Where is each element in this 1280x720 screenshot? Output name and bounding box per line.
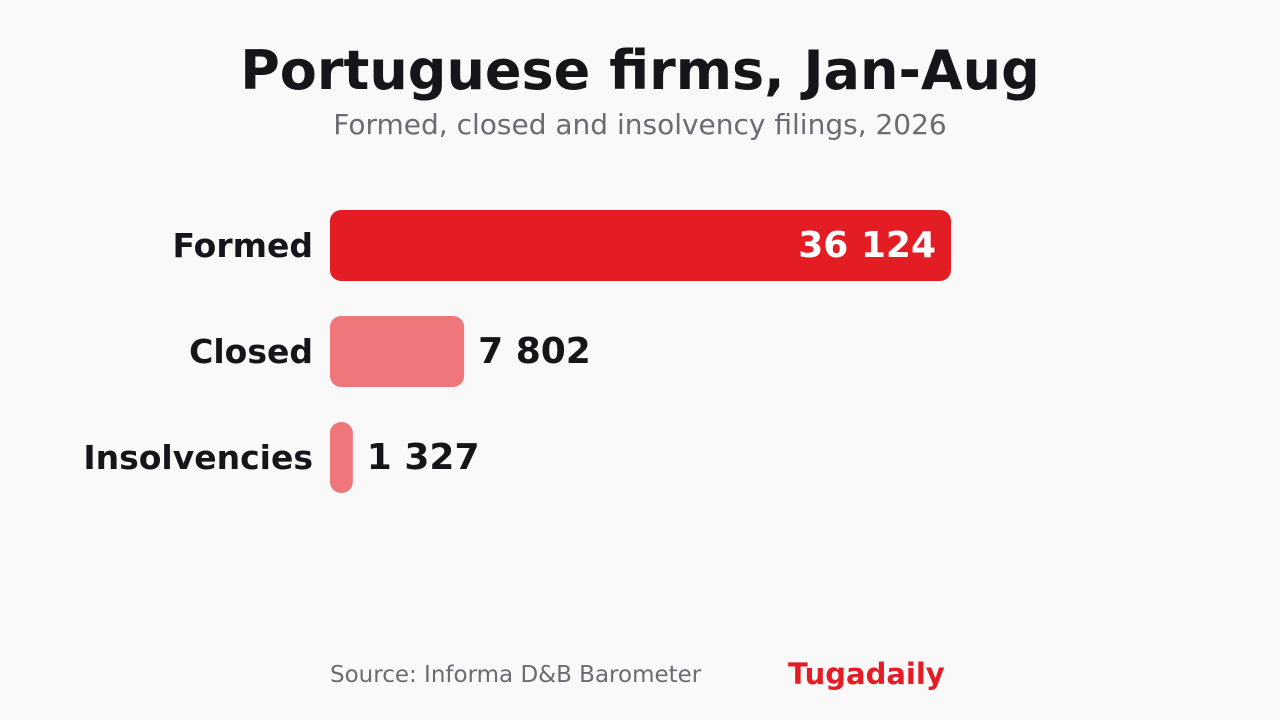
bar-insolvencies <box>330 422 353 493</box>
brand-logo: Tugadaily <box>788 657 945 691</box>
category-label-insolvencies: Insolvencies <box>83 438 313 477</box>
bar-closed <box>330 316 465 387</box>
value-label-closed: 7 802 <box>478 331 591 372</box>
value-label-insolvencies: 1 327 <box>367 437 480 478</box>
chart-title: Portuguese firms, Jan-Aug <box>240 39 1040 102</box>
bar-chart: Formed 36 124 Closed 7 802 Insolvencies 1 327 <box>83 210 951 493</box>
value-label-formed: 36 124 <box>798 225 936 266</box>
bar-formed <box>330 210 951 281</box>
source-note: Source: Informa D&B Barometer <box>330 662 702 688</box>
category-label-formed: Formed <box>172 226 313 265</box>
category-label-closed: Closed <box>189 332 313 371</box>
chart-subtitle: Formed, closed and insolvency filings, 2… <box>333 108 947 141</box>
